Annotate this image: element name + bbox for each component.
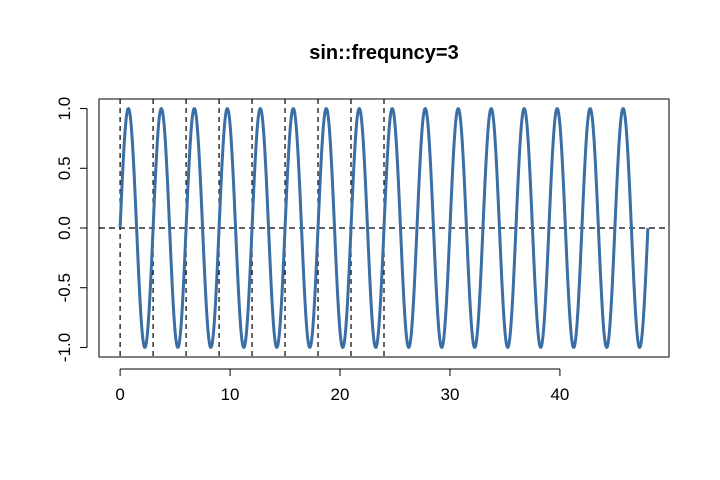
- series-layer: [118, 107, 650, 349]
- x-tick-label-1: 10: [221, 385, 240, 404]
- x-tick-label-2: 20: [331, 385, 350, 404]
- series-line-0: [118, 107, 650, 349]
- y-tick-label-2: 0.0: [55, 216, 74, 240]
- y-tick-label-1: -0.5: [55, 273, 74, 302]
- y-tick-label-3: 0.5: [55, 156, 74, 180]
- chart-title: sin::frequncy=3: [309, 42, 458, 64]
- x-tick-label-3: 30: [441, 385, 460, 404]
- y-tick-label-4: 1.0: [55, 97, 74, 121]
- y-tick-label-0: -1.0: [55, 333, 74, 362]
- x-tick-label-4: 40: [550, 385, 569, 404]
- y-axis: -1.0 -0.5 0.0 0.5 1.0: [55, 97, 88, 362]
- x-tick-label-0: 0: [115, 385, 124, 404]
- x-axis: 0 10 20 30 40: [115, 368, 569, 404]
